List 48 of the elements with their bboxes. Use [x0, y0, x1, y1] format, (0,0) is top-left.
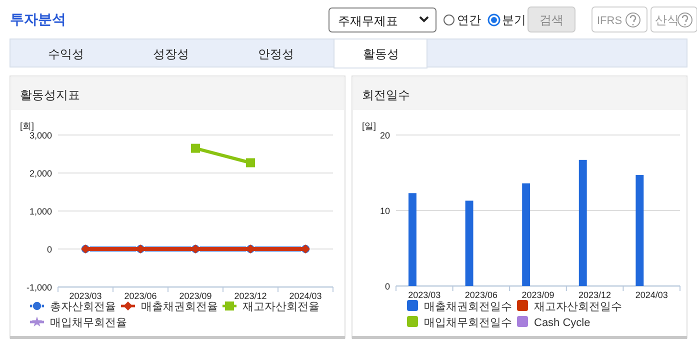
point [191, 144, 200, 153]
point [246, 158, 255, 168]
legend-label: 매입채무회전일수 [424, 317, 512, 329]
x-tick-label: 2024/03 [635, 290, 668, 300]
legend-label: 재고자산회전일수 [534, 301, 622, 313]
legend-label: 재고자산회전율 [242, 301, 320, 313]
x-tick-label: 2023/03 [408, 290, 441, 300]
text: 분기 [502, 13, 526, 27]
legend-label: 매입채무회전율 [50, 317, 127, 329]
legend-label: 총자산회전율 [50, 301, 116, 313]
x-tick-label: 2024/03 [289, 291, 322, 301]
text: 수익성 [48, 47, 84, 61]
chart-title: 회전일수 [362, 88, 410, 102]
bar [465, 200, 474, 286]
y-tick-label: 0 [46, 244, 52, 254]
text: IFRS [597, 15, 622, 27]
legend-label: Cash Cycle [534, 317, 590, 329]
x-tick-label: 2023/06 [464, 290, 498, 300]
x-tick-label: 2023/09 [522, 290, 554, 300]
y-tick-label: -1,000 [26, 282, 52, 292]
text: 연간 [457, 13, 481, 27]
x-tick-label: 2023/12 [234, 291, 267, 301]
bar [522, 183, 530, 286]
bar [636, 175, 644, 286]
text: 안정성 [258, 47, 294, 61]
y-axis-title: [일] [362, 121, 376, 131]
text: 주재무제표 [338, 14, 398, 28]
x-tick-label: 2023/09 [179, 291, 212, 301]
y-tick-label: 3,000 [29, 130, 52, 140]
y-tick-label: 1,000 [29, 206, 52, 216]
text: 활동성 [363, 47, 399, 61]
y-tick-label: 20 [380, 130, 390, 140]
legend-label: 매출채권회전율 [141, 301, 218, 313]
bar [408, 193, 416, 286]
text: 검색 [540, 13, 564, 27]
text: 산식 [655, 13, 679, 27]
y-axis-title: [회] [20, 121, 34, 131]
x-tick-label: 2023/03 [69, 291, 102, 301]
chart-title: 활동성지표 [20, 88, 80, 102]
x-tick-label: 2023/12 [578, 290, 612, 300]
legend-label: 매출채권회전일수 [424, 301, 512, 313]
y-tick-label: 2,000 [29, 168, 52, 178]
text: 성장성 [153, 47, 189, 61]
y-tick-label: 10 [380, 206, 390, 216]
text: 투자분석 [10, 11, 66, 27]
x-tick-label: 2023/06 [124, 291, 157, 301]
bar [578, 160, 587, 286]
y-tick-label: 0 [384, 282, 390, 292]
